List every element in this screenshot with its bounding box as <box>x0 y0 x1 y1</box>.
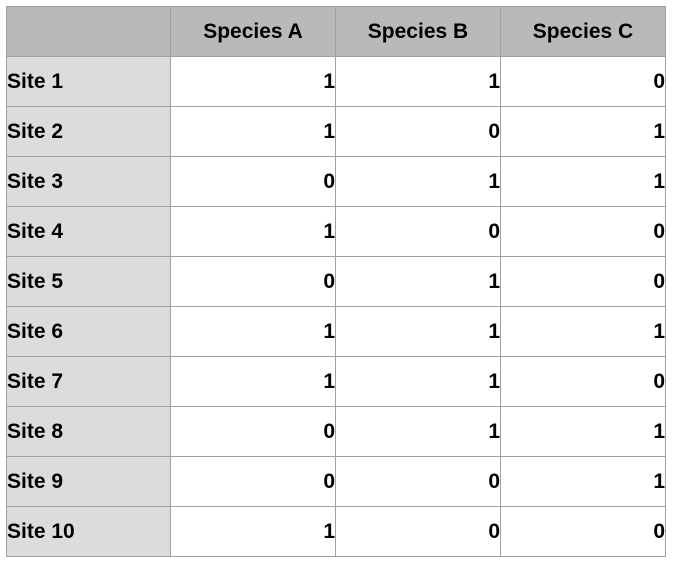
value-cell: 0 <box>500 56 666 107</box>
value-cell: 0 <box>170 156 336 207</box>
row-header: Site 9 <box>6 456 171 507</box>
header-row: Species A Species B Species C <box>6 6 666 57</box>
value-cell: 1 <box>335 406 501 457</box>
value-cell: 0 <box>335 506 501 557</box>
value-cell: 0 <box>500 206 666 257</box>
value-cell: 1 <box>500 106 666 157</box>
row-header: Site 5 <box>6 256 171 307</box>
value-cell: 0 <box>335 456 501 507</box>
value-cell: 0 <box>500 506 666 557</box>
value-cell: 1 <box>170 506 336 557</box>
value-cell: 1 <box>335 356 501 407</box>
value-cell: 0 <box>335 106 501 157</box>
value-cell: 0 <box>500 256 666 307</box>
value-cell: 1 <box>170 206 336 257</box>
value-cell: 0 <box>500 356 666 407</box>
row-header: Site 6 <box>6 306 171 357</box>
table-body: Site 1 1 1 0 Site 2 1 0 1 Site 3 0 1 1 Site 4 1 0 0 Site… <box>6 56 666 557</box>
value-cell: 1 <box>500 406 666 457</box>
row-header: Site 2 <box>6 106 171 157</box>
value-cell: 1 <box>500 156 666 207</box>
row-header: Site 10 <box>6 506 171 557</box>
row-header: Site 7 <box>6 356 171 407</box>
value-cell: 1 <box>335 256 501 307</box>
column-header: Species C <box>500 6 666 57</box>
value-cell: 0 <box>170 406 336 457</box>
row-header: Site 4 <box>6 206 171 257</box>
value-cell: 1 <box>170 356 336 407</box>
table-row: Site 10 1 0 0 <box>6 506 666 557</box>
value-cell: 0 <box>170 256 336 307</box>
value-cell: 1 <box>170 56 336 107</box>
value-cell: 1 <box>335 56 501 107</box>
value-cell: 1 <box>335 306 501 357</box>
column-header: Species B <box>335 6 501 57</box>
value-cell: 0 <box>170 456 336 507</box>
value-cell: 0 <box>335 206 501 257</box>
species-presence-table: Species A Species B Species C Site 1 1 1 0 Sit… <box>6 6 666 557</box>
value-cell: 1 <box>335 156 501 207</box>
row-header: Site 8 <box>6 406 171 457</box>
table-header: Species A Species B Species C <box>6 6 666 57</box>
row-header: Site 1 <box>6 56 171 107</box>
value-cell: 1 <box>170 106 336 157</box>
column-header: Species A <box>170 6 336 57</box>
corner-cell <box>6 6 171 57</box>
value-cell: 1 <box>500 456 666 507</box>
row-header: Site 3 <box>6 156 171 207</box>
value-cell: 1 <box>500 306 666 357</box>
value-cell: 1 <box>170 306 336 357</box>
